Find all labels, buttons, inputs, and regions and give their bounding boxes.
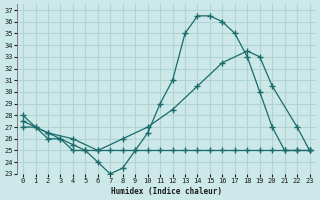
X-axis label: Humidex (Indice chaleur): Humidex (Indice chaleur) — [111, 187, 222, 196]
